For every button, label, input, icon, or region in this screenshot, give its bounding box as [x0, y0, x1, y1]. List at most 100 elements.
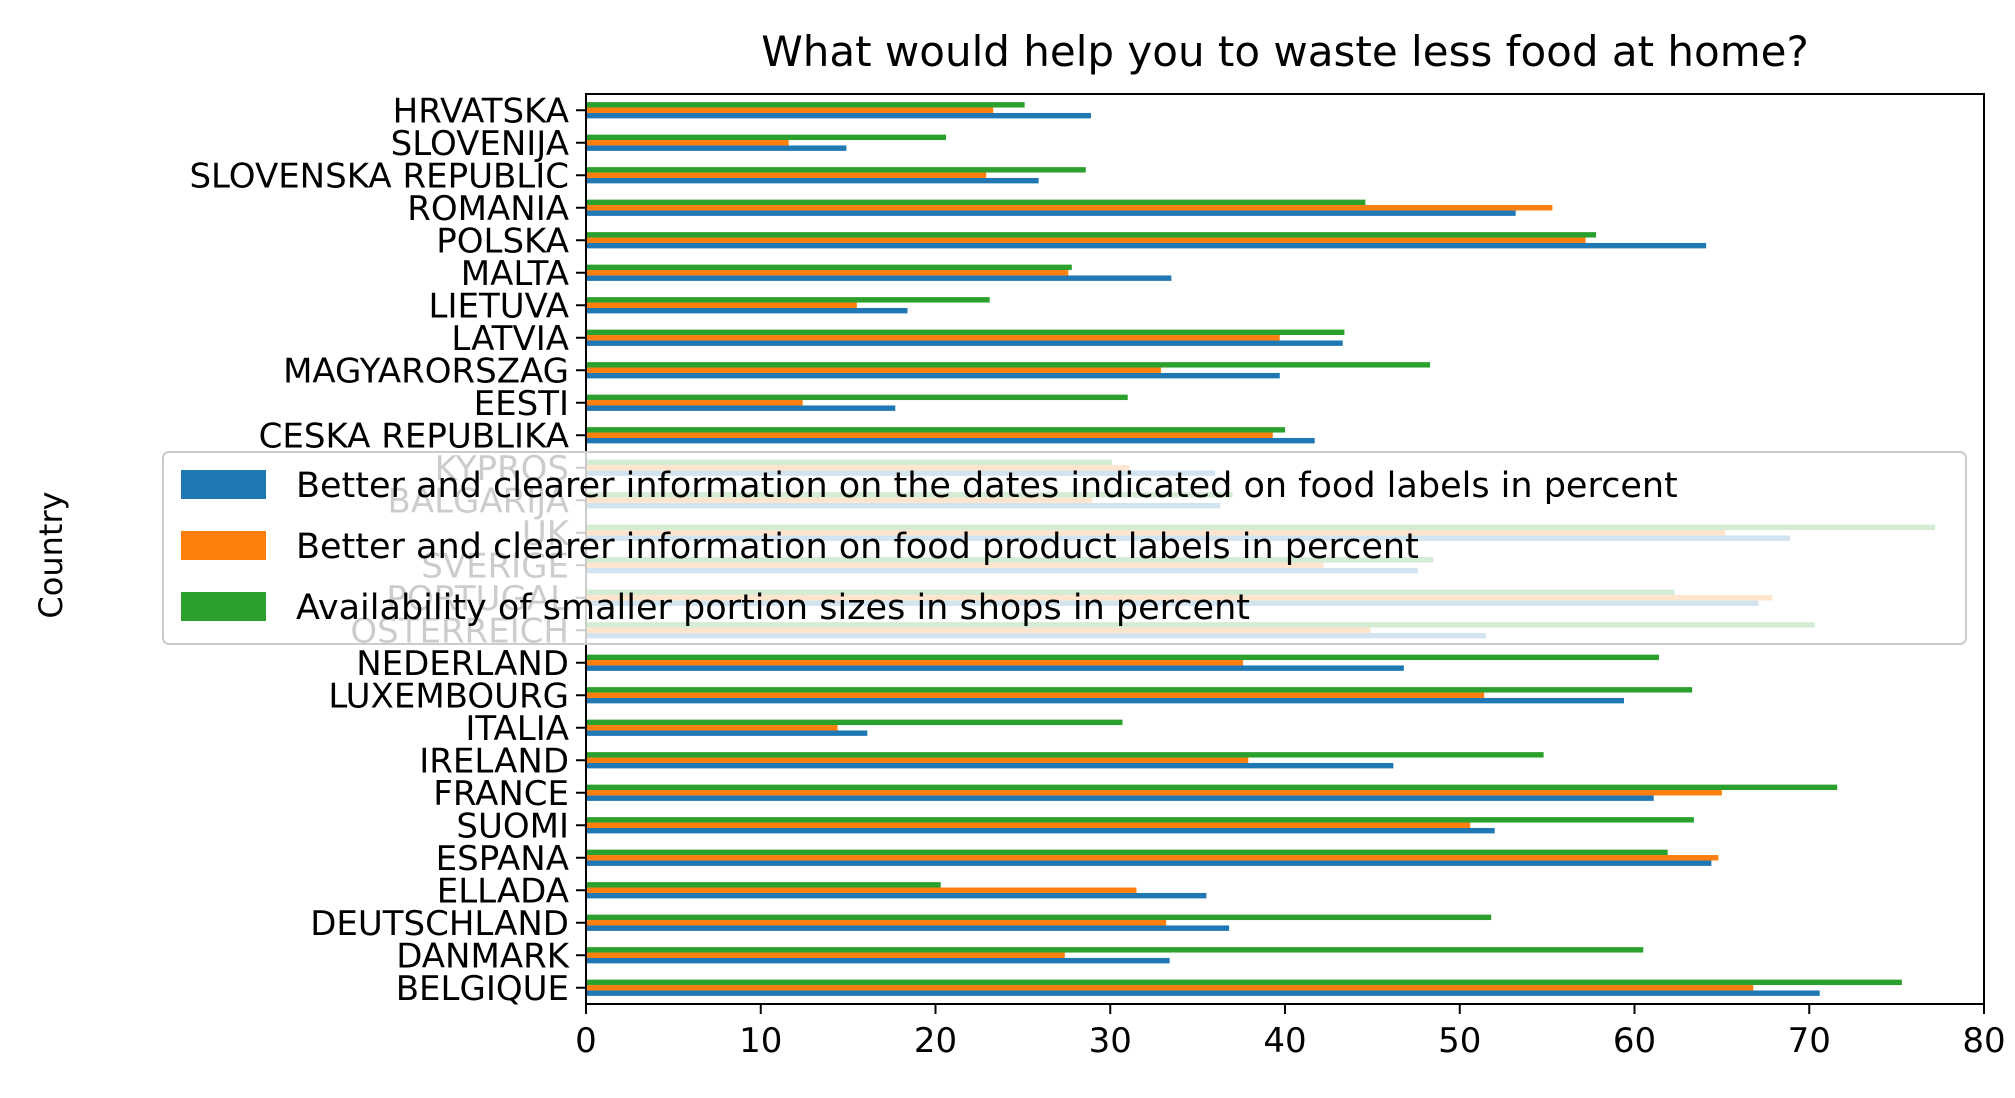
bar	[586, 335, 1280, 341]
y-tick-label: LUXEMBOURG	[328, 676, 569, 716]
bar	[586, 167, 1086, 173]
x-tick-label: 70	[1788, 1021, 1831, 1061]
y-tick-label: NEDERLAND	[356, 644, 569, 684]
x-tick-label: 0	[575, 1021, 597, 1061]
bar	[586, 134, 946, 141]
bar	[586, 112, 1092, 119]
bar	[586, 367, 1161, 373]
bar	[586, 730, 868, 736]
bar	[586, 210, 1516, 216]
bar	[586, 232, 1597, 238]
bar	[586, 827, 1495, 834]
bar	[586, 762, 1394, 769]
bar	[586, 297, 990, 303]
bar	[586, 140, 789, 146]
bar	[586, 725, 838, 731]
y-tick-label: EESTI	[474, 384, 569, 424]
bar	[586, 947, 1644, 953]
bar	[586, 892, 1207, 899]
y-tick-label: SLOVENSKA REPUBLIC	[189, 156, 569, 196]
bar	[586, 437, 1315, 444]
bar	[586, 849, 1668, 856]
bar	[586, 372, 1280, 379]
x-tick-label: 30	[1089, 1021, 1132, 1061]
bar	[586, 400, 803, 406]
bar	[586, 405, 896, 411]
bar	[586, 270, 1069, 276]
bar	[586, 432, 1273, 438]
bar	[586, 242, 1707, 249]
y-tick-label: LATVIA	[451, 319, 569, 359]
y-tick-label: DANMARK	[396, 936, 570, 976]
bar	[586, 205, 1553, 211]
bar	[586, 985, 1754, 991]
y-tick-label: LIETUVA	[429, 286, 569, 326]
bar	[586, 302, 857, 308]
bar	[586, 237, 1586, 243]
bar	[586, 275, 1172, 281]
x-tick-label: 40	[1263, 1021, 1306, 1061]
bar	[586, 990, 1820, 996]
bar	[586, 172, 987, 178]
legend-swatch	[181, 531, 266, 560]
y-tick-label: CESKA REPUBLIKA	[259, 416, 569, 456]
legend-swatch	[181, 592, 266, 621]
y-tick-label: MAGYARORSZAG	[283, 351, 569, 391]
bar	[586, 795, 1654, 801]
bar	[586, 817, 1694, 823]
bar	[586, 957, 1170, 964]
bar	[586, 107, 994, 113]
x-tick-label: 60	[1613, 1021, 1656, 1061]
x-tick-label: 50	[1438, 1021, 1481, 1061]
bar	[586, 882, 941, 888]
y-tick-label: SUOMI	[456, 806, 569, 846]
y-tick-label: POLSKA	[436, 221, 569, 261]
bar	[586, 692, 1485, 698]
bar	[586, 307, 908, 314]
bar	[586, 887, 1137, 893]
y-tick-label: ITALIA	[465, 709, 569, 749]
bar	[586, 654, 1659, 661]
bar	[586, 719, 1123, 726]
bar	[586, 362, 1431, 368]
y-tick-label: DEUTSCHLAND	[310, 904, 569, 944]
bar	[586, 177, 1039, 184]
y-tick-label: IRELAND	[419, 741, 569, 781]
bar	[586, 665, 1404, 671]
bar	[586, 822, 1471, 828]
legend-box	[162, 451, 1967, 645]
y-tick-label: ELLADA	[437, 871, 569, 911]
legend-swatch	[181, 470, 266, 499]
bar	[586, 855, 1719, 861]
bar	[586, 757, 1249, 763]
bar	[586, 784, 1838, 791]
bar	[586, 427, 1285, 433]
y-tick-label: ROMANIA	[407, 189, 569, 229]
legend-label: Availability of smaller portion sizes in…	[296, 588, 1250, 628]
x-tick-label: 10	[739, 1021, 782, 1061]
bar	[586, 860, 1712, 866]
x-tick-label: 20	[914, 1021, 957, 1061]
y-tick-label: FRANCE	[433, 774, 569, 814]
bar	[586, 920, 1167, 926]
chart-title: What would help you to waste less food a…	[761, 27, 1809, 76]
legend: Better and clearer information on the da…	[162, 451, 1967, 645]
bar	[586, 687, 1693, 693]
y-tick-label: ESPANA	[436, 839, 569, 879]
x-tick-label: 80	[1962, 1021, 2005, 1061]
bar	[586, 199, 1366, 206]
bar	[586, 914, 1492, 921]
legend-label: Better and clearer information on food p…	[296, 527, 1419, 567]
y-axis-label: Country	[32, 491, 70, 618]
bar	[586, 394, 1128, 401]
y-tick-label: MALTA	[461, 254, 569, 294]
bar	[586, 697, 1625, 704]
y-tick-label: BELGIQUE	[396, 969, 569, 1009]
bar	[586, 952, 1065, 958]
bar	[586, 790, 1722, 796]
bar	[586, 925, 1230, 931]
bar	[586, 979, 1902, 986]
bar	[586, 660, 1244, 666]
